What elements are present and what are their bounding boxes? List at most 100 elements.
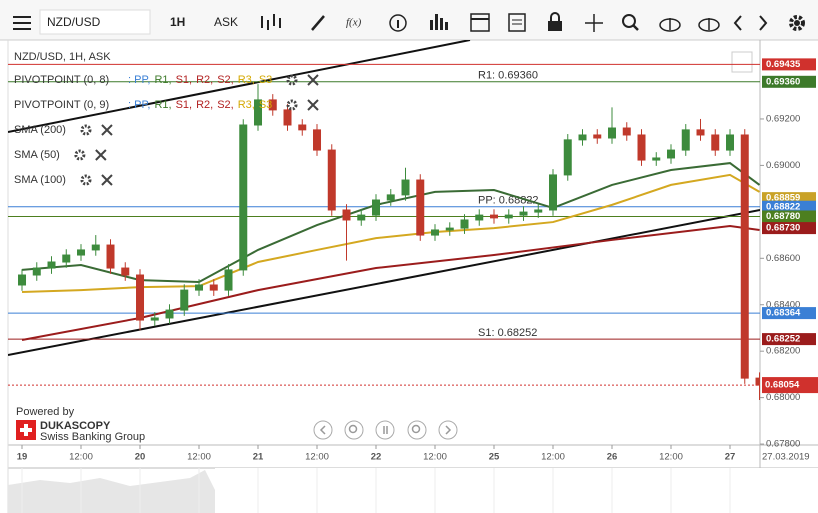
candle-body [195,284,204,291]
candle-body [401,179,410,196]
sma-name: SMA (50) [14,149,60,161]
zoom-button[interactable] [622,14,639,31]
pivot-item: R3, [238,74,255,86]
candle-body [91,244,100,251]
x-tick-label: 19 [17,452,28,463]
candle-body [32,267,41,276]
report-button[interactable] [508,13,526,32]
candle-body [637,134,646,161]
price-tag-label: 0.68252 [766,334,800,345]
navigator-area [8,470,215,513]
level-text: R1: 0.69360 [478,70,538,82]
period[interactable]: 1H [170,15,185,29]
nav-controls[interactable] [313,420,458,440]
remove-icon[interactable] [95,149,107,161]
crosshair-button[interactable] [585,14,603,32]
x-tick-label: 25 [489,452,500,463]
candle-body [534,209,543,213]
candle-body [386,194,395,201]
side[interactable]: ASK [214,15,238,29]
trend-lines [8,40,760,356]
candle-body [622,127,631,136]
info-button[interactable] [389,14,407,32]
calendar-button[interactable] [470,13,490,32]
pivot-item: S2, [217,99,234,111]
fx-button[interactable]: f(x) [346,17,362,29]
candle-body [667,149,676,159]
current-price-tag [762,377,818,394]
x-tick-label: 12:00 [305,452,329,463]
remove-icon[interactable] [307,99,319,111]
indicators-button[interactable] [430,14,448,30]
pivot-name: PIVOTPOINT (0, 9) [14,99,109,111]
settings-icon[interactable] [80,174,92,186]
candle-body [342,209,351,221]
price-tag [762,75,816,88]
candle-body [519,211,528,216]
candle-body [726,134,735,151]
lock-button[interactable] [548,12,562,31]
candle-body [652,157,661,161]
candle-body [357,214,366,221]
sma-name: SMA (200) [14,124,66,136]
candle-body [460,219,469,229]
x-tick-label: 26 [607,452,618,463]
candle-body [431,229,440,236]
remove-icon[interactable] [101,124,113,136]
price-tag-label: 0.68780 [766,211,800,222]
candle-body [755,377,760,386]
pivot-item: : PP, [128,99,150,111]
remove-icon[interactable] [101,174,113,186]
symbol[interactable]: NZD/USD [47,15,101,29]
candle-body [209,284,218,291]
x-tick-label: 12:00 [541,452,565,463]
x-tick-label: 12:00 [423,452,447,463]
current-price-label: 0.68054 [765,380,800,391]
candle-body [106,244,115,269]
candle-body [254,99,263,126]
pivot-item: R1, [154,74,171,86]
price-tag [762,58,816,71]
x-tick-label: 27 [725,452,736,463]
settings-button[interactable] [789,15,805,31]
candle-body [150,317,159,321]
price-tag [762,307,816,320]
candle-body [180,289,189,311]
candle-body [239,124,248,271]
chart-type-button[interactable] [261,14,281,30]
brand-name: DUKASCOPY [40,420,111,432]
candle-body [165,309,174,319]
candle-body [268,99,277,111]
expand-button[interactable] [731,51,753,73]
menu-button[interactable] [13,16,31,30]
date-label: 27.03.2019 [762,452,810,463]
download-button[interactable] [698,18,720,32]
draw-button[interactable] [311,15,325,31]
settings-icon[interactable] [286,99,298,111]
chart-title: NZD/USD, 1H, ASK [14,51,111,63]
symbol-box[interactable] [39,9,151,35]
prev-button[interactable] [733,15,742,31]
price-tag-label: 0.68859 [766,193,800,204]
candle-body [593,134,602,139]
price-tag-label: 0.68730 [766,223,800,234]
candle-body [549,174,558,211]
remove-icon[interactable] [307,74,319,86]
navigator-window[interactable] [215,468,818,513]
upload-button[interactable] [659,18,681,32]
price-tag [762,333,816,346]
pivot-item: S2, [217,74,234,86]
next-button[interactable] [759,15,768,31]
settings-icon[interactable] [74,149,86,161]
y-tick-label: 0.68600 [766,253,800,264]
candle-body [18,274,27,286]
price-tag-label: 0.68364 [766,308,801,319]
settings-icon[interactable] [80,124,92,136]
sma-line [21,173,760,293]
pivot-item: R2, [196,74,213,86]
settings-icon[interactable] [286,74,298,86]
x-tick-label: 12:00 [659,452,683,463]
level-text: S1: 0.68252 [478,327,537,339]
pivot-items: : PP, R1, S1, R2, S2, R3, S3 [128,74,272,86]
